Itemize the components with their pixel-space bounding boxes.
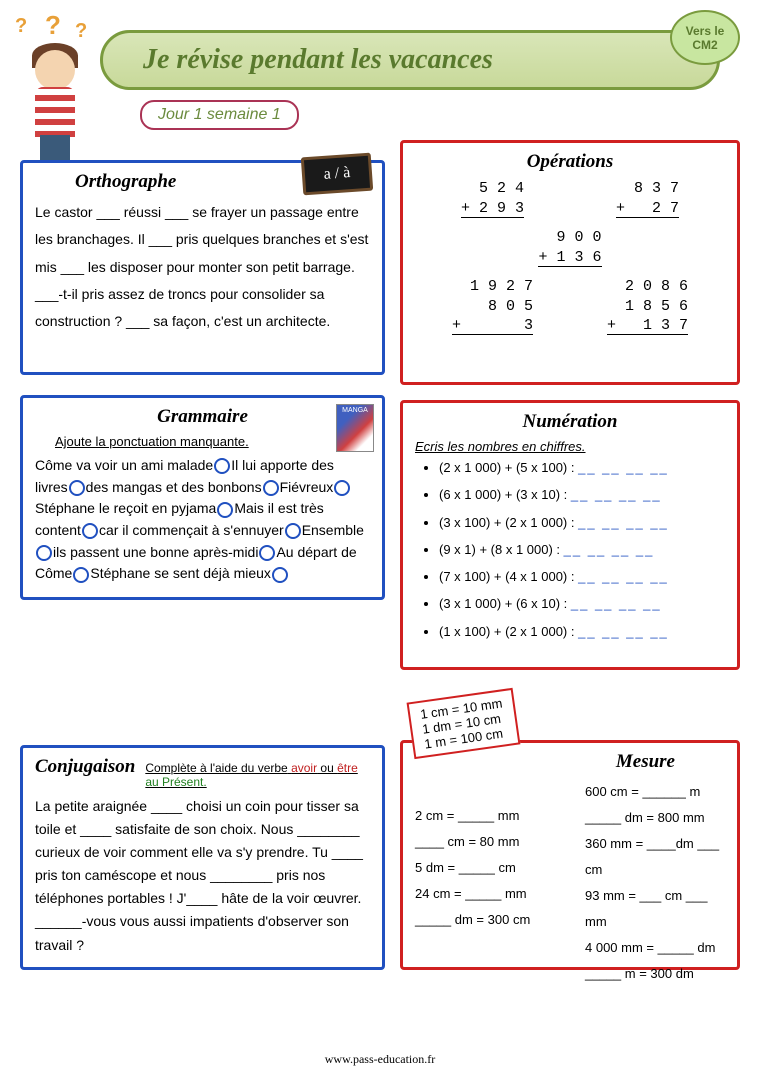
orthographe-text: Le castor ___ réussi ___ se frayer un pa… [35,199,370,335]
grammaire-instruction: Ajoute la ponctuation manquante. [55,434,370,449]
mesure-line: 360 mm = ____dm ___ cm [585,831,725,883]
mesure-line: 600 cm = ______ m [585,779,725,805]
punctuation-circle[interactable] [334,480,350,496]
mesure-line: 93 mm = ___ cm ___ mm [585,883,725,935]
punctuation-circle[interactable] [73,567,89,583]
conjugaison-box: Conjugaison Complète à l'aide du verbe a… [20,745,385,970]
badge-line1: Vers le [686,24,725,38]
numeration-item: (3 x 100) + (2 x 1 000) : __ __ __ __ [439,509,725,536]
punctuation-circle[interactable] [285,523,301,539]
punctuation-circle[interactable] [259,545,275,561]
numeration-item: (1 x 100) + (2 x 1 000) : __ __ __ __ [439,618,725,645]
numeration-item: (7 x 100) + (4 x 1 000) : __ __ __ __ [439,563,725,590]
numeration-item: (3 x 1 000) + (6 x 10) : __ __ __ __ [439,590,725,617]
orthographe-box: Orthographe a / à Le castor ___ réussi _… [20,160,385,375]
operations-title: Opérations [415,151,725,173]
operations-box: Opérations 5 2 4 + 2 9 3 8 3 7 + 2 7 9 0… [400,140,740,385]
level-badge: Vers le CM2 [670,10,740,65]
numeration-item: (2 x 1 000) + (5 x 100) : __ __ __ __ [439,454,725,481]
punctuation-circle[interactable] [82,523,98,539]
punctuation-circle[interactable] [217,502,233,518]
numeration-box: Numération Ecris les nombres en chiffres… [400,400,740,670]
conjugaison-title: Conjugaison [35,756,135,778]
operation-3: 9 0 0 + 1 3 6 [538,228,601,267]
grammaire-text: Côme va voir un ami maladeIl lui apporte… [35,455,370,585]
mesure-line: ____ cm = 80 mm [415,829,555,855]
manga-image: MANGA [336,404,374,452]
grammaire-box: Grammaire MANGA Ajoute la ponctuation ma… [20,395,385,600]
badge-line2: CM2 [692,38,717,52]
mesure-line: 24 cm = _____ mm [415,881,555,907]
mesure-line: 2 cm = _____ mm [415,803,555,829]
conjugaison-text: La petite araignée ____ choisi un coin p… [35,795,370,957]
operation-1: 5 2 4 + 2 9 3 [461,179,524,218]
footer-url: www.pass-education.fr [0,1052,760,1067]
numeration-item: (9 x 1) + (8 x 1 000) : __ __ __ __ [439,536,725,563]
thinking-boy-illustration: ? ? ? [10,15,95,155]
mesure-grid: 2 cm = _____ mm____ cm = 80 mm5 dm = ___… [415,779,725,987]
mesure-line: 4 000 mm = _____ dm [585,935,725,961]
punctuation-circle[interactable] [36,545,52,561]
operation-5: 2 0 8 6 1 8 5 6 + 1 3 7 [607,277,688,336]
mesure-line: _____ dm = 800 mm [585,805,725,831]
mesure-col1: 2 cm = _____ mm____ cm = 80 mm5 dm = ___… [415,779,555,987]
conjugaison-instruction: Complète à l'aide du verbe avoir ou être… [145,761,370,789]
numeration-item: (6 x 1 000) + (3 x 10) : __ __ __ __ [439,481,725,508]
numeration-title: Numération [415,411,725,433]
punctuation-circle[interactable] [69,480,85,496]
day-subtitle: Jour 1 semaine 1 [140,100,299,130]
numeration-instruction: Ecris les nombres en chiffres. [415,439,725,454]
operation-4: 1 9 2 7 8 0 5 + 3 [452,277,533,336]
punctuation-circle[interactable] [214,458,230,474]
mesure-col2: 600 cm = ______ m_____ dm = 800 mm360 mm… [585,779,725,987]
mesure-line: _____ dm = 300 cm [415,907,555,933]
mesure-line: _____ m = 300 dm [585,961,725,987]
mesure-line: 5 dm = _____ cm [415,855,555,881]
header-banner: Je révise pendant les vacances [100,30,720,90]
grammaire-title: Grammaire [35,406,370,428]
punctuation-circle[interactable] [272,567,288,583]
chalkboard-hint: a / à [301,153,373,196]
mesure-box: Mesure 2 cm = _____ mm____ cm = 80 mm5 d… [400,740,740,970]
mesure-title: Mesure [415,751,725,773]
page-title: Je révise pendant les vacances [143,44,493,76]
operation-2: 8 3 7 + 2 7 [616,179,679,218]
numeration-list: (2 x 1 000) + (5 x 100) : __ __ __ __(6 … [415,454,725,645]
punctuation-circle[interactable] [263,480,279,496]
